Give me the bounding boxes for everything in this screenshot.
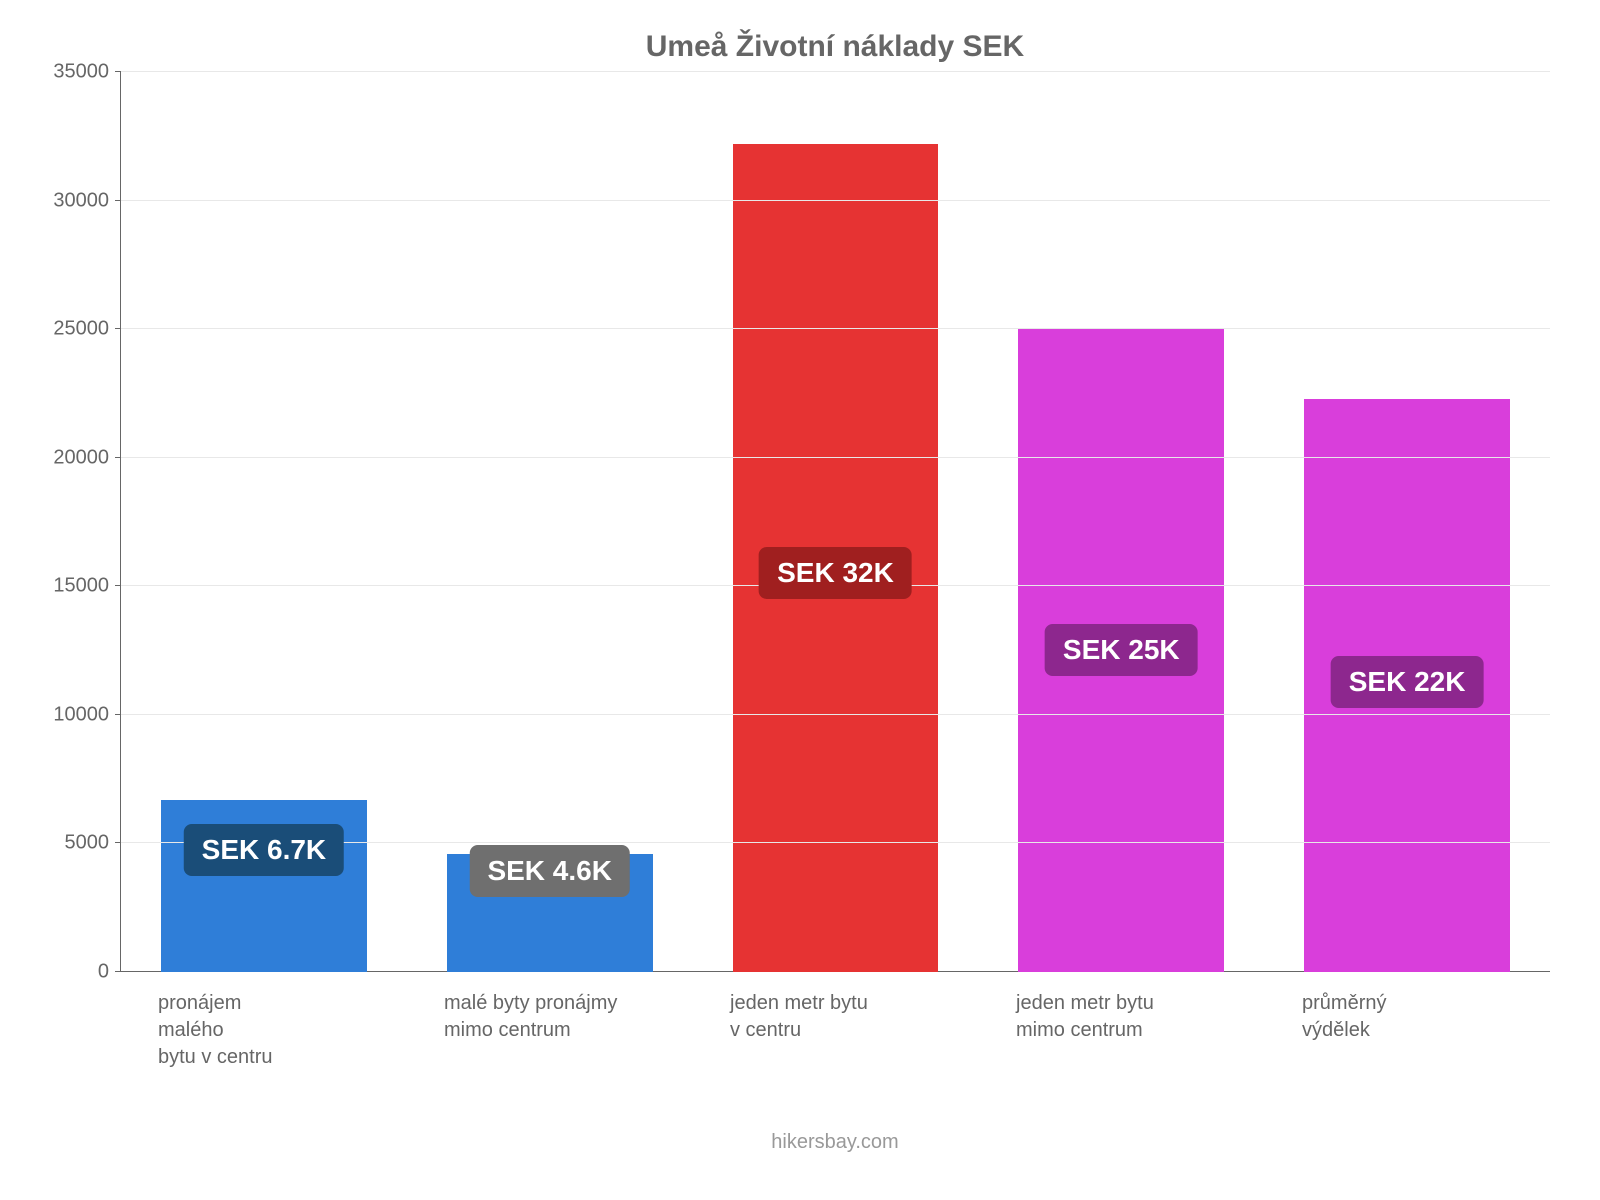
bar: SEK 4.6K (447, 854, 653, 972)
gridline (121, 71, 1550, 72)
y-tick-mark (115, 200, 121, 201)
x-axis-label: pronájemmaléhobytu v centru (120, 990, 406, 1071)
y-tick-label: 0 (98, 961, 121, 984)
gridline (121, 714, 1550, 715)
bar: SEK 25K (1018, 329, 1224, 972)
y-tick-mark (115, 971, 121, 972)
bar-slot: SEK 4.6K (407, 72, 693, 972)
bar-slot: SEK 32K (693, 72, 979, 972)
bar: SEK 22K (1304, 399, 1510, 972)
y-tick-mark (115, 71, 121, 72)
y-tick-label: 25000 (53, 318, 121, 341)
x-axis-labels: pronájemmaléhobytu v centrumalé byty pro… (120, 990, 1550, 1071)
y-tick-label: 35000 (53, 61, 121, 84)
y-tick-mark (115, 585, 121, 586)
bar: SEK 32K (733, 144, 939, 972)
attribution-text: hikersbay.com (120, 1131, 1550, 1154)
chart-title: Umeå Životní náklady SEK (120, 30, 1550, 64)
value-badge: SEK 6.7K (184, 824, 345, 876)
x-axis-label: průměrnývýdělek (1264, 990, 1550, 1071)
value-badge: SEK 22K (1331, 656, 1484, 708)
x-axis-label: jeden metr bytuv centru (692, 990, 978, 1071)
value-badge: SEK 32K (759, 547, 912, 599)
y-tick-label: 5000 (65, 832, 122, 855)
value-badge: SEK 4.6K (469, 845, 630, 897)
y-tick-mark (115, 714, 121, 715)
gridline (121, 328, 1550, 329)
y-tick-mark (115, 842, 121, 843)
y-tick-label: 30000 (53, 189, 121, 212)
x-axis-label: jeden metr bytumimo centrum (978, 990, 1264, 1071)
bar-slot: SEK 25K (978, 72, 1264, 972)
value-badge: SEK 25K (1045, 624, 1198, 676)
gridline (121, 200, 1550, 201)
bar-slot: SEK 6.7K (121, 72, 407, 972)
y-tick-mark (115, 457, 121, 458)
y-tick-label: 15000 (53, 575, 121, 598)
x-axis-label: malé byty pronájmymimo centrum (406, 990, 692, 1071)
y-tick-label: 20000 (53, 446, 121, 469)
chart-container: Umeå Životní náklady SEK SEK 6.7K SEK 4.6… (0, 0, 1600, 1200)
y-tick-label: 10000 (53, 703, 121, 726)
bar: SEK 6.7K (161, 800, 367, 972)
gridline (121, 457, 1550, 458)
plot-area: SEK 6.7KSEK 4.6KSEK 32KSEK 25KSEK 22K 05… (120, 72, 1550, 972)
bar-slot: SEK 22K (1264, 72, 1550, 972)
bars-row: SEK 6.7K SEK 4.6K SEK 32K SEK 25K SEK 22K (121, 72, 1550, 972)
y-tick-mark (115, 328, 121, 329)
